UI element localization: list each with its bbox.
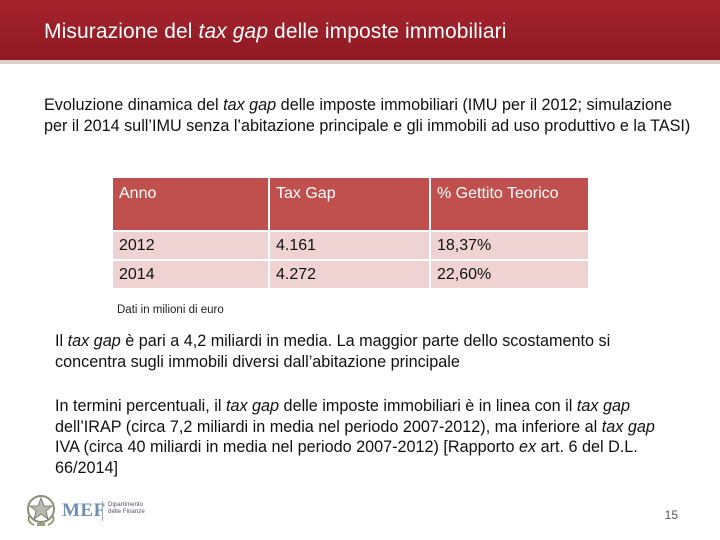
text-italic: tax gap — [67, 332, 121, 350]
table-cell: 4.272 — [268, 259, 431, 290]
mef-logo: MEF Dipartimento delle Finanze — [62, 498, 172, 524]
table-cell: 4.161 — [268, 230, 431, 261]
text-italic: tax gap — [576, 397, 630, 415]
page-number: 15 — [664, 508, 678, 522]
column-header-gettito: % Gettito Teorico — [429, 176, 590, 232]
logo-subtitle-line: delle Finanze — [108, 508, 145, 515]
mef-logo-text: MEF — [62, 500, 106, 521]
title-bar: Misurazione del tax gap delle imposte im… — [0, 0, 720, 64]
subtitle-part: Evoluzione dinamica del — [44, 96, 224, 114]
table-row: 2014 4.272 22,60% — [111, 259, 590, 290]
slide-subtitle: Evoluzione dinamica del tax gap delle im… — [44, 95, 694, 137]
text-italic: ex — [519, 438, 537, 456]
text-italic: tax gap — [225, 397, 280, 415]
text-part: Il — [55, 332, 68, 350]
title-italic: tax gap — [198, 20, 269, 43]
title-part: delle imposte immobiliari — [268, 20, 507, 43]
column-header-anno: Anno — [111, 176, 270, 232]
text-italic: tax gap — [601, 417, 655, 436]
text-part: dell’IRAP (circa 7,2 miliardi in media n… — [55, 417, 602, 436]
logo-subtitle-line: Dipartimento — [108, 501, 144, 508]
logo-divider — [102, 501, 103, 521]
text-part: delle imposte immobiliari è in linea con… — [279, 397, 577, 415]
table-cell: 18,37% — [429, 230, 590, 261]
text-part: IVA (circa 40 miliardi in media nel peri… — [55, 438, 519, 456]
text-part: In termini percentuali, il — [55, 397, 226, 415]
table-cell: 2014 — [111, 259, 270, 290]
mef-logo-subtitle: Dipartimento delle Finanze — [108, 501, 168, 515]
table-row: 2012 4.161 18,37% — [111, 230, 590, 261]
table-header-row: Anno Tax Gap % Gettito Teorico — [111, 176, 590, 232]
tax-gap-table: Anno Tax Gap % Gettito Teorico 2012 4.16… — [111, 176, 590, 290]
column-header-tax-gap: Tax Gap — [268, 176, 431, 232]
text-part: art. 6 del D.L. 66/2014] — [55, 438, 638, 477]
subtitle-italic: tax gap — [223, 96, 277, 114]
italian-republic-emblem-icon — [27, 495, 55, 526]
paragraph-comparison: In termini percentuali, il tax gap delle… — [55, 396, 680, 478]
table-cell: 22,60% — [429, 259, 590, 290]
paragraph-average: Il tax gap è pari a 4,2 miliardi in medi… — [55, 331, 680, 372]
text-part: è pari a 4,2 miliardi in media. La maggi… — [55, 332, 611, 371]
title-part: Misurazione del — [44, 20, 199, 43]
slide-title: Misurazione del tax gap delle imposte im… — [44, 20, 506, 44]
table-note: Dati in milioni di euro — [117, 304, 224, 316]
table-cell: 2012 — [111, 230, 270, 261]
subtitle-part: delle imposte immobiliari (IMU per il 20… — [44, 96, 691, 135]
